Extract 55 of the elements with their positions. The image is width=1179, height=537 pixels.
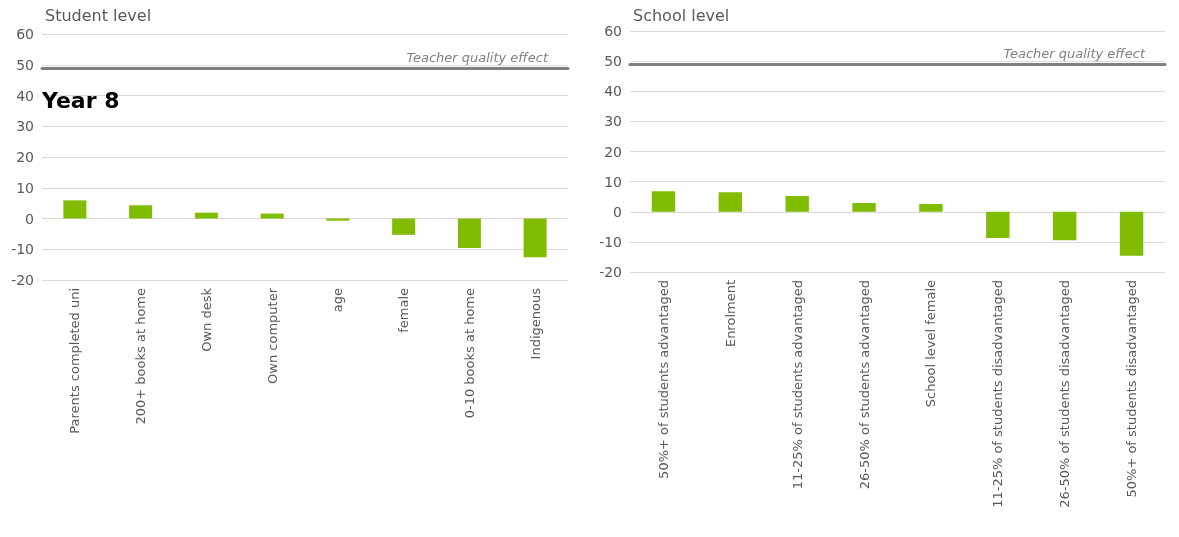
bar [986, 211, 1010, 238]
bar [1052, 211, 1077, 241]
y-tick-label: 0 [613, 203, 622, 220]
x-tick-label: Parents completed uni [67, 288, 83, 434]
bar [852, 203, 876, 212]
bar [718, 192, 743, 212]
y-tick-label: 20 [604, 143, 622, 160]
y-tick-label: 10 [604, 173, 622, 190]
x-tick-label: Own computer [264, 287, 280, 384]
x-tick-label: School level female [923, 280, 939, 408]
chart-title: School level [633, 5, 730, 25]
y-tick-label: 40 [16, 87, 34, 104]
y-tick-label: 10 [16, 179, 34, 196]
bar [326, 218, 350, 221]
x-tick-label: female [396, 288, 412, 333]
y-tick-label: -10 [599, 233, 622, 250]
x-tick-label: Enrolment [722, 280, 738, 348]
ref-line-label: Teacher quality effect [1003, 46, 1146, 62]
bar [919, 203, 943, 212]
bar [785, 196, 809, 212]
y-tick-label: 50 [604, 53, 622, 70]
bar [457, 218, 481, 249]
bar [63, 200, 87, 219]
x-tick-label: 200+ books at home [133, 288, 149, 425]
bar [260, 213, 284, 219]
y-tick-label: 0 [25, 210, 34, 227]
y-tick-label: 30 [16, 118, 34, 135]
bar [129, 205, 153, 219]
y-tick-label: 60 [604, 23, 622, 39]
x-tick-label: 11-25% of students disadvantaged [990, 280, 1006, 508]
x-tick-label: 26-50% of students disadvantaged [1057, 280, 1073, 508]
ref-line-label: Teacher quality effect [406, 49, 549, 65]
bar [523, 218, 547, 258]
x-tick-label: 11-25% of students advantaged [789, 280, 805, 490]
x-tick-label: Indigenous [527, 287, 543, 360]
y-tick-label: 40 [604, 83, 622, 100]
bar [651, 191, 676, 212]
bar [392, 218, 416, 235]
y-tick-label: 60 [16, 26, 34, 42]
chart-title: Student level [45, 5, 152, 25]
y-tick-label: 50 [16, 56, 34, 73]
y-tick-label: -20 [599, 264, 622, 280]
bar [194, 212, 218, 219]
y-tick-label: 30 [604, 113, 622, 130]
x-tick-label: age [330, 288, 346, 313]
y-tick-label: -20 [11, 272, 34, 288]
bar [1119, 211, 1144, 256]
annotation: Year 8 [42, 88, 120, 113]
x-tick-label: 0-10 books at home [461, 288, 477, 419]
x-tick-label: 50%+ of students advantaged [655, 280, 671, 479]
x-tick-label: 50%+ of students disadvantaged [1124, 280, 1140, 498]
x-tick-label: 26-50% of students advantaged [856, 280, 872, 490]
y-tick-label: 20 [16, 149, 34, 165]
y-tick-label: -10 [11, 241, 34, 258]
x-tick-label: Own desk [198, 287, 214, 352]
